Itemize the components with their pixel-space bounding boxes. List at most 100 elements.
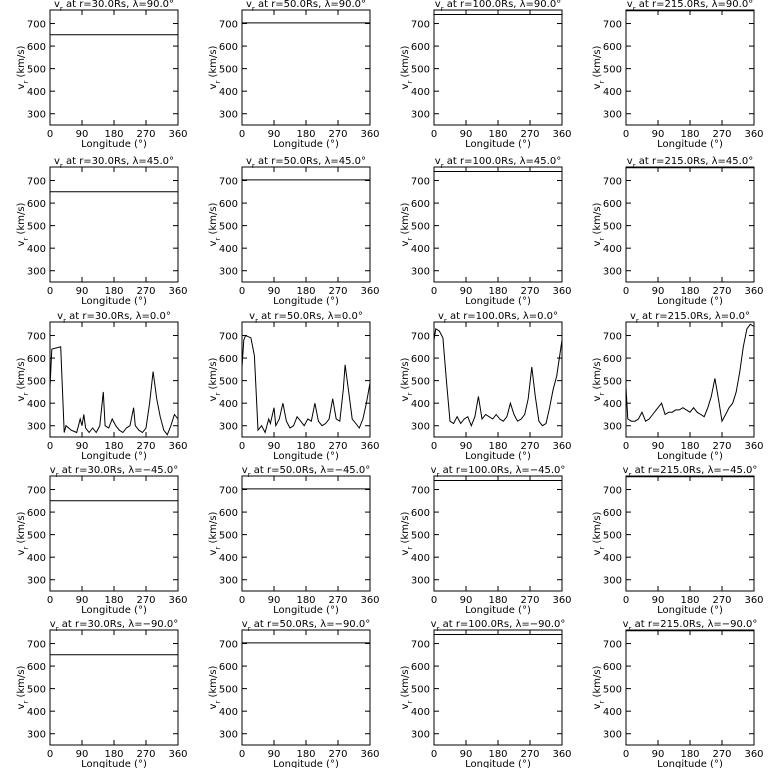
y-axis-label-part: (km/s) (400, 665, 411, 700)
y-tick-label: 600 (27, 508, 46, 519)
x-tick-label: 0 (47, 595, 53, 606)
y-axis-label-part: (km/s) (400, 202, 411, 237)
x-axis-label: Longitude (°) (465, 759, 531, 768)
chart-title-part: at r=215.0Rs, λ=0.0° (639, 311, 750, 322)
y-tick-label: 500 (219, 531, 238, 542)
y-axis-label-part: r (598, 547, 606, 550)
y-tick-label: 700 (219, 20, 238, 31)
x-tick-label: 0 (47, 129, 53, 140)
y-tick-label: 500 (603, 222, 622, 233)
x-tick-label: 90 (460, 129, 473, 140)
y-tick-label: 500 (219, 222, 238, 233)
chart-title-part: r (437, 471, 440, 479)
y-axis-label: vr (km/s) (16, 511, 30, 555)
x-tick-label: 0 (623, 595, 629, 606)
y-axis-label-part: r (406, 81, 414, 84)
y-tick-label: 300 (603, 730, 622, 741)
x-tick-label: 180 (104, 129, 123, 140)
x-axis-label: Longitude (°) (81, 139, 147, 150)
x-tick-label: 180 (296, 286, 315, 297)
y-axis-label-part: r (214, 547, 222, 550)
y-tick-label: 700 (411, 20, 430, 31)
x-axis-label: Longitude (°) (273, 451, 339, 462)
chart-title: vr at r=100.0Rs, λ=0.0° (438, 311, 558, 325)
x-tick-label: 270 (520, 595, 539, 606)
x-axis-label: Longitude (°) (465, 605, 531, 616)
y-tick-label: 300 (219, 110, 238, 121)
chart-title-part: v (54, 0, 60, 10)
x-tick-label: 90 (460, 749, 473, 760)
y-tick-label: 700 (27, 332, 46, 343)
chart-title-part: at r=50.0Rs, λ=45.0° (255, 156, 366, 167)
y-axis-label-part: r (22, 238, 30, 241)
x-axis-label: Longitude (°) (273, 296, 339, 307)
x-tick-label: 180 (680, 441, 699, 452)
x-tick-label: 270 (328, 129, 347, 140)
x-tick-label: 180 (296, 749, 315, 760)
y-axis-label-part: (km/s) (400, 357, 411, 392)
x-axis-label: Longitude (°) (81, 451, 147, 462)
x-tick-label: 360 (744, 129, 763, 140)
x-tick-label: 180 (680, 129, 699, 140)
chart-title: vr at r=50.0Rs, λ=−90.0° (242, 619, 370, 633)
x-tick-label: 360 (552, 286, 571, 297)
y-tick-label: 500 (27, 65, 46, 76)
chart-title-part: v (50, 619, 56, 630)
plot-frame (49, 9, 179, 126)
y-tick-label: 700 (219, 332, 238, 343)
y-axis-label-part: v (16, 549, 27, 555)
y-tick-label: 700 (603, 640, 622, 651)
chart-title-part: at r=30.0Rs, λ=45.0° (63, 156, 174, 167)
y-tick-label: 600 (411, 42, 430, 53)
x-tick-label: 180 (104, 286, 123, 297)
y-tick-label: 400 (219, 399, 238, 410)
x-axis-label: Longitude (°) (657, 759, 723, 768)
chart-title-part: at r=30.0Rs, λ=−90.0° (59, 619, 179, 630)
chart-title-part: v (627, 0, 633, 10)
chart-title-part: r (629, 625, 632, 633)
y-tick-label: 600 (411, 199, 430, 210)
y-tick-label: 300 (27, 110, 46, 121)
x-tick-label: 360 (552, 129, 571, 140)
plot-frame (625, 166, 755, 283)
y-tick-label: 400 (27, 553, 46, 564)
y-axis-label: vr (km/s) (16, 665, 30, 709)
y-tick-label: 400 (27, 707, 46, 718)
x-tick-label: 360 (168, 441, 187, 452)
chart-title-part: v (50, 465, 56, 476)
plot-frame (433, 166, 563, 283)
x-axis-label: Longitude (°) (465, 451, 531, 462)
x-tick-label: 360 (360, 441, 379, 452)
y-axis-label-part: v (16, 240, 27, 246)
x-tick-label: 90 (652, 441, 665, 452)
x-axis-label: Longitude (°) (465, 296, 531, 307)
y-tick-label: 400 (27, 399, 46, 410)
x-tick-label: 90 (268, 441, 281, 452)
x-tick-label: 0 (47, 441, 53, 452)
y-axis-label-part: r (406, 393, 414, 396)
y-tick-label: 500 (219, 377, 238, 388)
y-tick-label: 500 (411, 377, 430, 388)
chart-title-part: v (438, 311, 444, 322)
y-tick-label: 300 (411, 730, 430, 741)
chart-title-part: r (441, 5, 444, 13)
x-tick-label: 270 (520, 286, 539, 297)
chart-title: vr at r=100.0Rs, λ=45.0° (435, 156, 561, 170)
data-line (241, 334, 371, 434)
y-axis-label: vr (km/s) (16, 202, 30, 246)
y-axis-label-part: r (406, 701, 414, 704)
x-tick-label: 0 (239, 595, 245, 606)
plot-frame (433, 475, 563, 592)
chart-title: vr at r=215.0Rs, λ=−90.0° (623, 619, 758, 633)
y-axis-label-part: (km/s) (208, 202, 219, 237)
x-tick-label: 180 (680, 286, 699, 297)
chart-title-part: at r=100.0Rs, λ=−90.0° (439, 619, 565, 630)
y-tick-label: 600 (27, 354, 46, 365)
y-tick-label: 500 (603, 531, 622, 542)
chart-title-part: r (56, 625, 59, 633)
chart-title-part: v (623, 619, 629, 630)
x-tick-label: 270 (328, 286, 347, 297)
x-tick-label: 0 (623, 129, 629, 140)
